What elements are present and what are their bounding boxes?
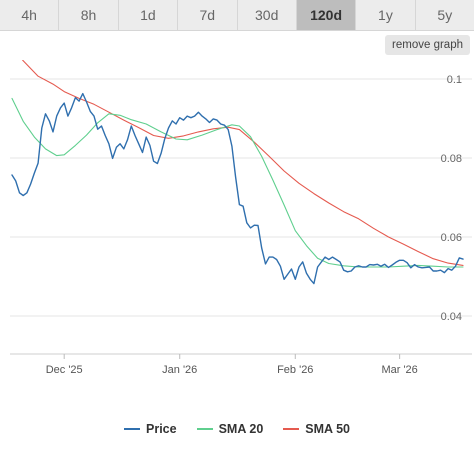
- tab-8h[interactable]: 8h: [59, 0, 119, 30]
- tab-120d[interactable]: 120d: [296, 0, 357, 30]
- tab-4h[interactable]: 4h: [0, 0, 60, 30]
- tab-7d[interactable]: 7d: [178, 0, 238, 30]
- legend-label: SMA 20: [218, 422, 264, 436]
- legend-item-price[interactable]: Price: [124, 422, 177, 436]
- x-tick-label: Jan '26: [162, 364, 197, 376]
- y-tick-label: 0.1: [447, 74, 462, 86]
- series-line-sma-20: [11, 97, 464, 268]
- y-tick-label: 0.06: [441, 232, 462, 244]
- legend-item-sma-20[interactable]: SMA 20: [196, 422, 264, 436]
- remove-graph-button[interactable]: remove graph: [385, 35, 470, 55]
- tab-5y[interactable]: 5y: [437, 7, 453, 23]
- tab-1d[interactable]: 1d: [119, 0, 179, 30]
- tab-1y[interactable]: 1y: [356, 0, 416, 30]
- tab-30d[interactable]: 30d: [238, 0, 297, 30]
- series-line-price: [11, 92, 464, 285]
- timeframe-tabs: 4h 8h 1d 7d 30d 120d 1y 5y: [0, 0, 474, 31]
- legend-swatch: [283, 428, 300, 430]
- legend-label: Price: [146, 422, 177, 436]
- y-tick-label: 0.04: [441, 311, 462, 323]
- series-line-sma-50: [21, 60, 464, 266]
- legend-swatch: [196, 428, 213, 430]
- x-tick-label: Mar '26: [381, 364, 417, 376]
- legend-item-sma-50[interactable]: SMA 50: [283, 422, 350, 436]
- chart-legend: Price SMA 20 SMA 50: [0, 418, 474, 440]
- x-tick-label: Feb '26: [277, 364, 313, 376]
- y-tick-label: 0.08: [441, 153, 462, 165]
- price-chart: 0.1 0.08 0.06 0.04 Dec '25 Jan '26 Feb '26 Mar …: [10, 60, 472, 376]
- legend-label: SMA 50: [305, 422, 350, 436]
- legend-swatch: [124, 428, 140, 430]
- x-tick-label: Dec '25: [46, 364, 83, 376]
